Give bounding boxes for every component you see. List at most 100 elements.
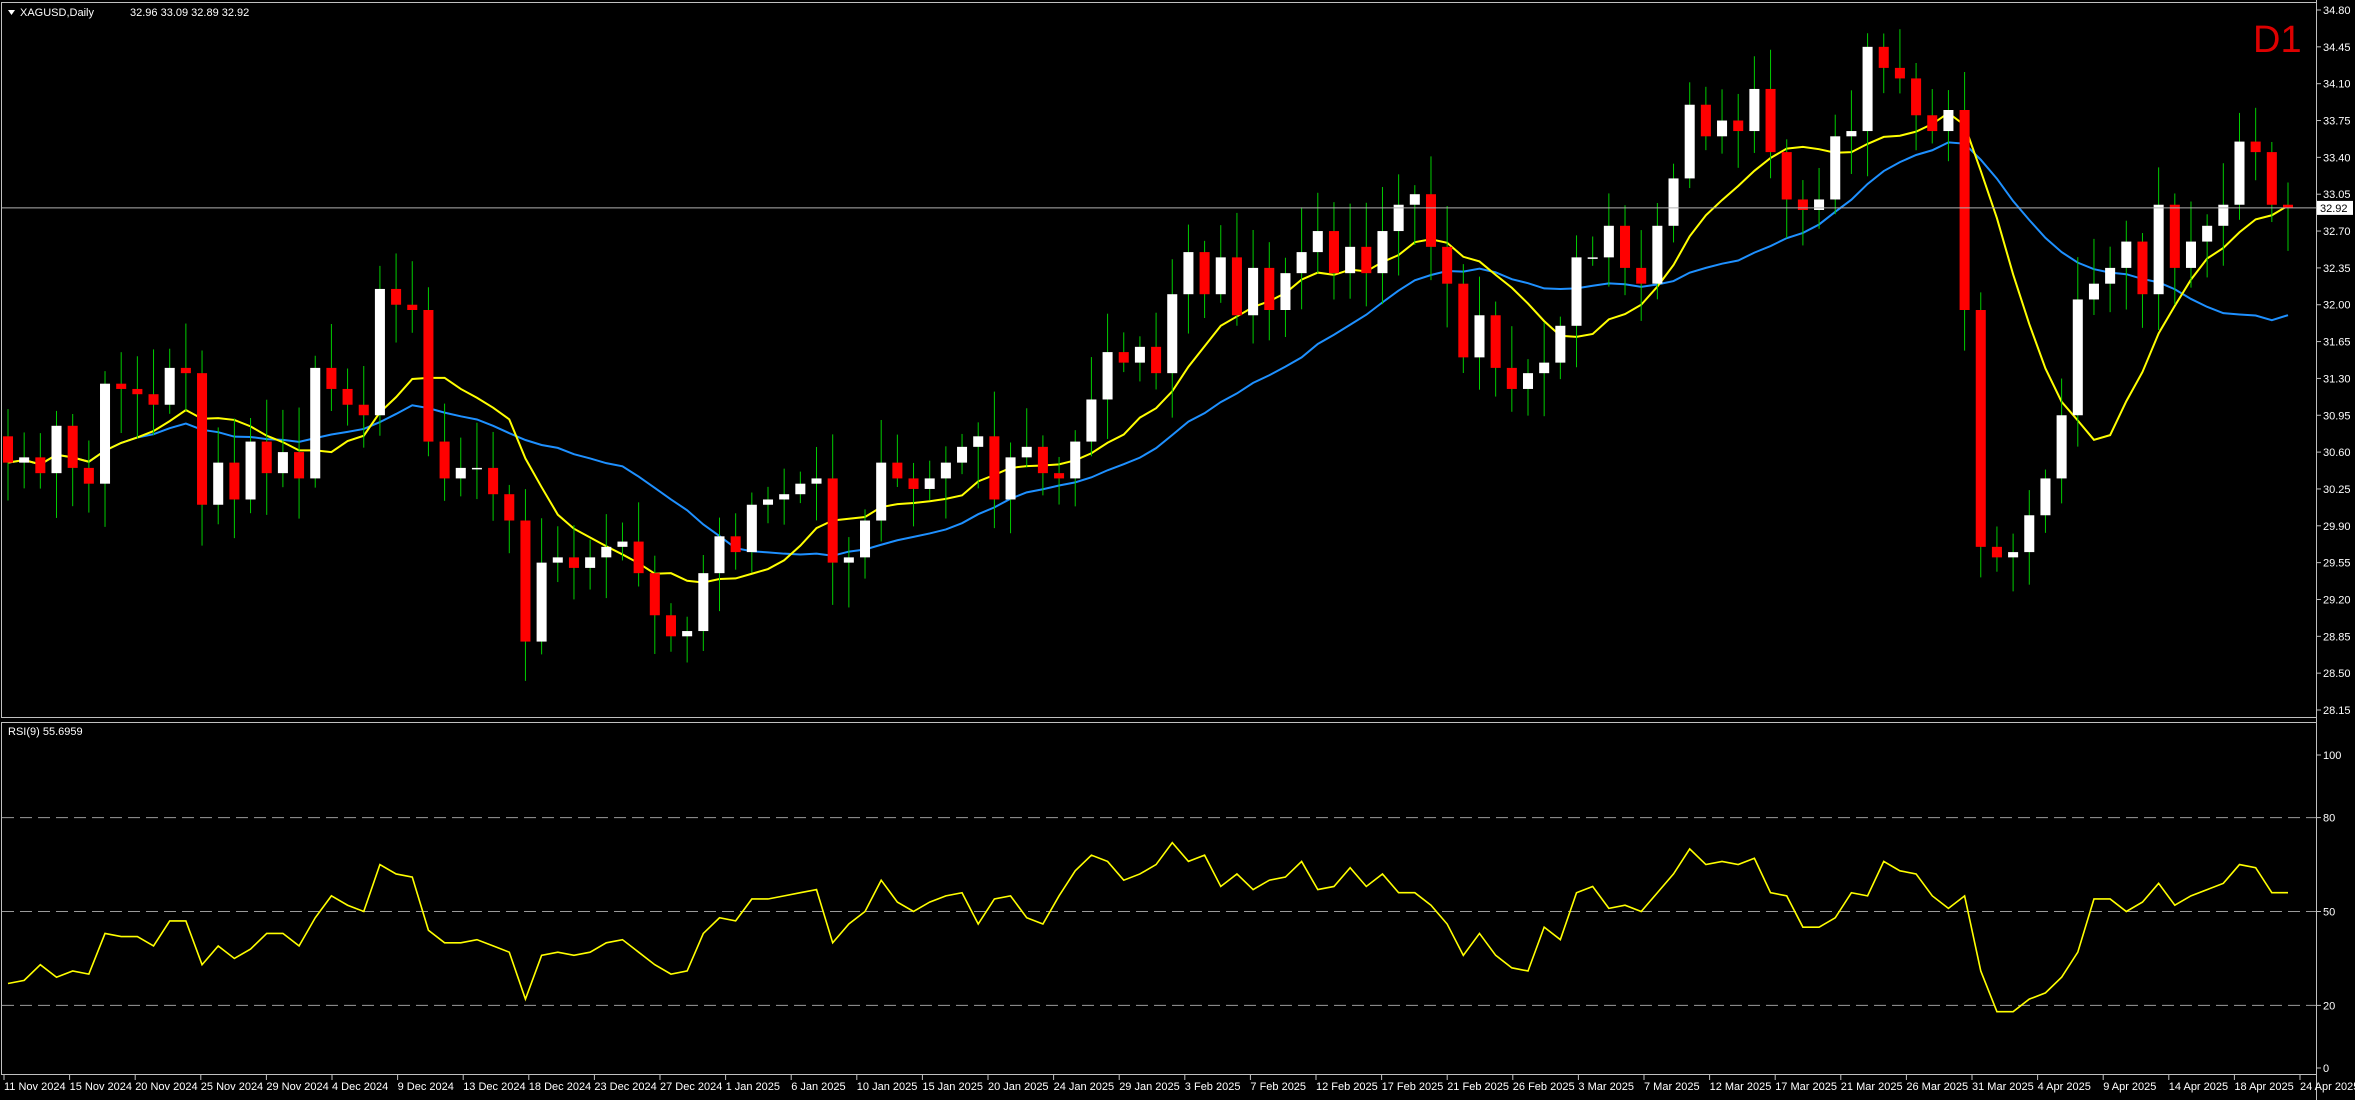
candle-body xyxy=(1474,315,1485,358)
candle-body xyxy=(940,462,951,479)
candle-body xyxy=(843,557,854,563)
price-tick-label: 29.90 xyxy=(2323,521,2351,533)
candle-body xyxy=(1684,104,1695,179)
symbol-dropdown-icon[interactable] xyxy=(8,10,15,15)
price-tick-label: 34.45 xyxy=(2323,42,2351,54)
candle-body xyxy=(180,367,191,374)
candle-body xyxy=(2250,141,2261,153)
candle-body xyxy=(439,441,450,479)
rsi-tick-label: 20 xyxy=(2323,1000,2335,1012)
candle-body xyxy=(1458,283,1469,358)
price-tick-label: 32.00 xyxy=(2323,300,2351,312)
candle-body xyxy=(1328,231,1339,274)
price-tick-label: 29.20 xyxy=(2323,594,2351,606)
candle-body xyxy=(1733,120,1744,132)
rsi-tick-label: 0 xyxy=(2323,1063,2329,1075)
date-tick-label: 3 Mar 2025 xyxy=(1578,1081,1634,1093)
candle-body xyxy=(2008,552,2019,558)
candle-body xyxy=(1959,110,1970,310)
candle-body xyxy=(342,388,353,405)
candle-body xyxy=(504,494,515,521)
candle-body xyxy=(1571,257,1582,326)
rsi-line xyxy=(7,841,2288,1013)
candle-body xyxy=(2056,415,2067,479)
price-tick-label: 33.40 xyxy=(2323,152,2351,164)
candle-body xyxy=(1991,546,2002,558)
candle-body xyxy=(1862,46,1873,132)
date-tick-label: 23 Dec 2024 xyxy=(594,1081,656,1093)
slow-moving-average-line xyxy=(7,141,2289,557)
candle-body xyxy=(455,467,466,479)
moving-averages xyxy=(7,111,2289,584)
candle-body xyxy=(1199,252,1210,295)
candle-body xyxy=(2088,283,2099,300)
candle-body xyxy=(1264,267,1275,310)
candle-body xyxy=(1183,252,1194,295)
candle-body xyxy=(2266,152,2277,205)
candle-body xyxy=(358,404,369,416)
candle-body xyxy=(1814,199,1825,210)
candle-body xyxy=(391,288,402,305)
date-tick-label: 18 Apr 2025 xyxy=(2234,1081,2293,1093)
candle-body xyxy=(714,536,725,574)
price-tick-label: 32.70 xyxy=(2323,226,2351,238)
candle-body xyxy=(2202,225,2213,242)
candle-body xyxy=(164,367,175,405)
date-tick-label: 12 Feb 2025 xyxy=(1316,1081,1378,1093)
candle-body xyxy=(908,478,919,489)
candle-body xyxy=(407,304,418,310)
date-tick-label: 10 Jan 2025 xyxy=(857,1081,918,1093)
candle-body xyxy=(1636,267,1647,284)
candle-body xyxy=(1248,267,1259,316)
candle-body xyxy=(1280,273,1291,310)
candle-body xyxy=(1425,194,1436,247)
candle-body xyxy=(924,478,935,489)
candle-body xyxy=(1878,46,1889,68)
candle-body xyxy=(19,457,30,463)
candle-body xyxy=(973,436,984,447)
candle-body xyxy=(374,288,385,416)
date-tick-label: 29 Jan 2025 xyxy=(1119,1081,1180,1093)
date-tick-label: 4 Apr 2025 xyxy=(2038,1081,2091,1093)
candle-body xyxy=(1345,246,1356,274)
date-tick-label: 21 Mar 2025 xyxy=(1841,1081,1903,1093)
candle-body xyxy=(2185,241,2196,268)
candle-body xyxy=(1151,346,1162,374)
candle-body xyxy=(1037,446,1048,474)
candle-body xyxy=(1086,399,1097,442)
candle-body xyxy=(617,541,628,547)
rsi-label: RSI(9) 55.6959 xyxy=(8,726,83,738)
candle-body xyxy=(51,425,62,474)
candle-body xyxy=(827,478,838,563)
candle-body xyxy=(2040,478,2051,516)
candle-body xyxy=(649,573,660,616)
rsi-axis: 100 80 50 20 0 xyxy=(2316,750,2341,1075)
rsi-tick-label: 100 xyxy=(2323,750,2341,762)
candle-body xyxy=(310,367,321,479)
candle-body xyxy=(633,541,644,574)
candle-body xyxy=(116,383,127,389)
date-tick-label: 29 Nov 2024 xyxy=(266,1081,328,1093)
date-tick-label: 6 Jan 2025 xyxy=(791,1081,845,1093)
candle-body xyxy=(698,573,709,632)
date-tick-label: 7 Mar 2025 xyxy=(1644,1081,1700,1093)
candle-body xyxy=(1522,373,1534,389)
candle-body xyxy=(1134,346,1145,363)
candle-body xyxy=(1587,257,1598,259)
candle-body xyxy=(1506,367,1517,389)
candle-body xyxy=(2169,204,2180,268)
candle-body xyxy=(1700,104,1711,137)
candle-body xyxy=(568,557,579,568)
candle-body xyxy=(746,504,757,553)
candle-body xyxy=(601,546,612,558)
candle-body xyxy=(294,452,305,479)
price-tick-label: 30.60 xyxy=(2323,447,2351,459)
candle-body xyxy=(682,631,693,637)
candle-body xyxy=(1215,257,1226,295)
date-tick-label: 17 Mar 2025 xyxy=(1775,1081,1837,1093)
candle-body xyxy=(860,520,871,558)
date-tick-label: 27 Dec 2024 xyxy=(660,1081,722,1093)
candle-body xyxy=(1846,131,1857,137)
